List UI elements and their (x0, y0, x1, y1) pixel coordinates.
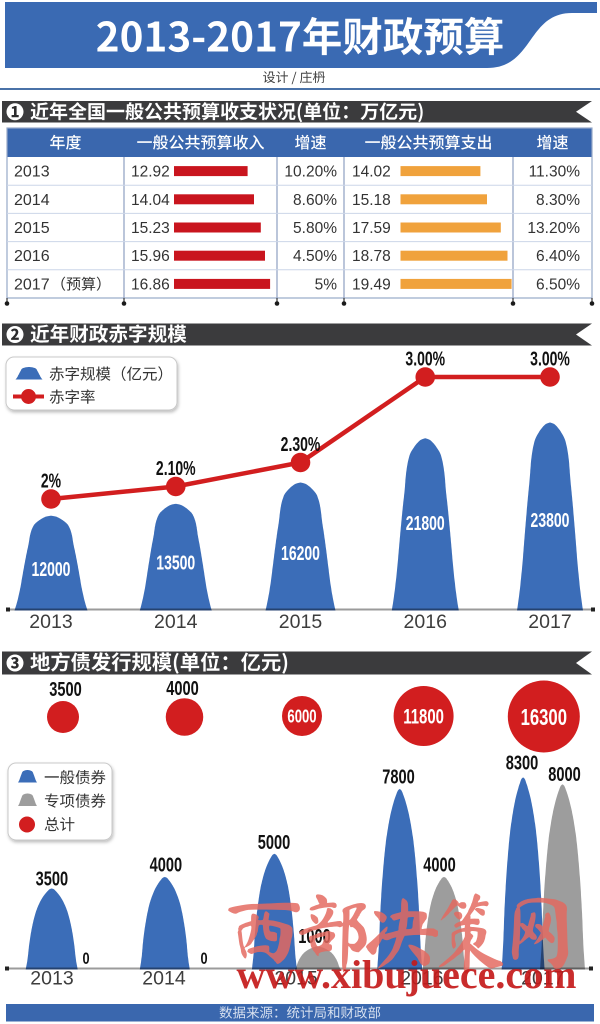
svg-text:14.02: 14.02 (352, 164, 391, 181)
svg-text:4000: 4000 (166, 677, 199, 700)
svg-text:7800: 7800 (382, 765, 415, 788)
svg-text:13.20%: 13.20% (527, 220, 580, 237)
svg-text:2016: 2016 (14, 248, 50, 265)
svg-text:16200: 16200 (281, 542, 320, 565)
svg-text:5%: 5% (315, 276, 338, 293)
svg-text:3500: 3500 (36, 867, 69, 890)
svg-text:14.04: 14.04 (131, 192, 170, 209)
svg-text:15.96: 15.96 (131, 248, 170, 265)
svg-text:4000: 4000 (423, 853, 456, 876)
svg-text:2015: 2015 (14, 220, 50, 237)
svg-text:8.30%: 8.30% (536, 192, 580, 209)
svg-text:3500: 3500 (49, 678, 82, 701)
svg-text:8300: 8300 (506, 751, 539, 774)
svg-text:5.80%: 5.80% (293, 220, 337, 237)
svg-text:4000: 4000 (150, 853, 183, 876)
svg-text:2%: 2% (41, 469, 61, 492)
svg-text:12000: 12000 (32, 558, 71, 581)
svg-text:2016: 2016 (400, 968, 443, 990)
svg-text:11.30%: 11.30% (529, 164, 581, 181)
svg-text:6.40%: 6.40% (536, 248, 580, 265)
svg-text:21800: 21800 (406, 512, 445, 535)
svg-text:2.30%: 2.30% (281, 433, 321, 456)
svg-text:2015: 2015 (274, 968, 318, 990)
svg-text:2017: 2017 (14, 276, 50, 293)
svg-text:2017: 2017 (528, 611, 571, 633)
svg-text:0: 0 (200, 949, 207, 968)
svg-text:2014: 2014 (154, 611, 198, 633)
svg-text:5000: 5000 (258, 831, 291, 854)
svg-text:23800: 23800 (531, 509, 570, 532)
svg-text:18.78: 18.78 (352, 248, 391, 265)
svg-text:12.92: 12.92 (131, 164, 170, 181)
svg-text:17.59: 17.59 (352, 220, 391, 237)
svg-text:16300: 16300 (521, 705, 567, 730)
svg-text:3.00%: 3.00% (405, 347, 445, 370)
svg-text:www.xibujuece.com: www.xibujuece.com (237, 952, 577, 997)
svg-text:15.18: 15.18 (352, 192, 391, 209)
svg-text:13500: 13500 (156, 551, 195, 574)
svg-text:19.49: 19.49 (352, 276, 391, 293)
svg-text:4.50%: 4.50% (293, 248, 337, 265)
svg-text:2015: 2015 (279, 611, 323, 633)
svg-text:10.20%: 10.20% (284, 164, 337, 181)
svg-text:16.86: 16.86 (131, 276, 170, 293)
svg-text:2017: 2017 (521, 968, 564, 990)
svg-text:8000: 8000 (548, 763, 581, 786)
svg-text:2.10%: 2.10% (156, 457, 196, 480)
svg-text:3.00%: 3.00% (530, 347, 570, 370)
svg-text:2013: 2013 (14, 164, 50, 181)
svg-text:11800: 11800 (403, 705, 444, 728)
svg-text:15.23: 15.23 (131, 220, 170, 237)
svg-text:2016: 2016 (404, 611, 447, 633)
svg-text:8.60%: 8.60% (293, 192, 337, 209)
svg-text:2013: 2013 (30, 968, 73, 990)
svg-text:2013: 2013 (29, 611, 72, 633)
svg-text:0: 0 (82, 949, 89, 968)
svg-text:6000: 6000 (287, 707, 316, 728)
svg-text:2014: 2014 (14, 192, 50, 209)
svg-text:6.50%: 6.50% (536, 276, 580, 293)
svg-text:2014: 2014 (142, 968, 186, 990)
